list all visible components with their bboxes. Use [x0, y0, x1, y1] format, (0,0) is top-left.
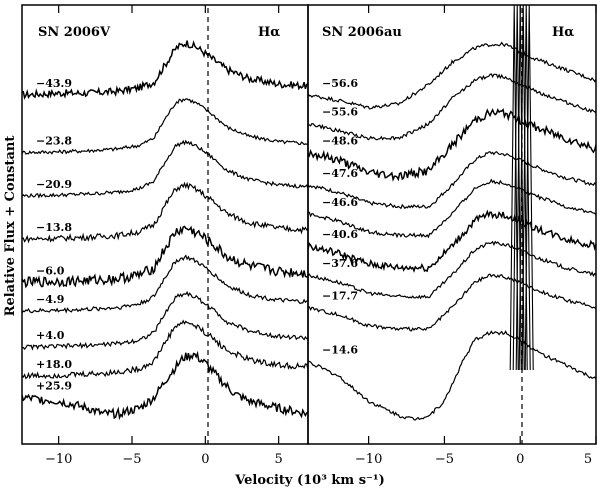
narrow-line-6 [524, 4, 534, 371]
right-epoch-label-6: −40.6 [322, 228, 358, 241]
left-epoch-label-1: −43.9 [36, 77, 72, 90]
right-epoch-label-3: −48.6 [322, 135, 358, 148]
left-tick-label-4: 5 [275, 452, 283, 467]
right-panel-frame [307, 4, 597, 445]
right-epoch-label-8: −17.7 [322, 290, 358, 303]
right-line-label: Hα [552, 25, 574, 40]
right-epoch-label-9: −14.6 [322, 344, 358, 357]
left-spectrum-8 [21, 319, 309, 380]
right-spectra: −56.6 −55.6 −48.6 −47.6 −46.6 −40.6 −37.6 −17.7… [307, 41, 597, 421]
narrow-line-2 [512, 4, 522, 371]
axis-ticks: −10 −5 0 5 −10 −5 0 5 [45, 5, 597, 467]
x-axis-label: Velocity (10³ km s⁻¹) [234, 473, 385, 488]
right-spectrum-4 [307, 150, 597, 210]
right-spectrum-8 [307, 273, 597, 332]
right-spectrum-2 [307, 73, 597, 141]
left-tick-label-3: 0 [201, 452, 209, 467]
narrow-line-4 [518, 4, 528, 371]
right-spectrum-9 [307, 330, 597, 421]
left-spectrum-3 [21, 139, 309, 199]
right-spectrum-3 [307, 108, 597, 182]
left-spectrum-5 [21, 225, 309, 289]
right-epoch-label-1: −56.6 [322, 77, 358, 90]
right-spectrum-6 [307, 209, 597, 273]
left-spectrum-6 [21, 254, 309, 314]
right-epoch-label-7: −37.6 [322, 257, 358, 270]
left-epoch-label-8: +18.0 [36, 358, 72, 371]
left-tick-label-1: −10 [45, 452, 72, 467]
left-spectrum-9 [21, 350, 309, 421]
left-epoch-label-4: −13.8 [36, 221, 72, 234]
right-tick-label-4: 5 [584, 452, 592, 467]
narrow-line-5 [521, 4, 531, 371]
left-panel-title: SN 2006V [38, 25, 111, 40]
left-line-label: Hα [258, 25, 280, 40]
right-panel-title: SN 2006au [322, 25, 402, 40]
right-epoch-label-4: −47.6 [322, 167, 358, 180]
left-tick-label-2: −5 [122, 452, 141, 467]
left-epoch-label-9: +25.9 [36, 380, 72, 393]
left-epoch-label-2: −23.8 [36, 135, 72, 148]
y-axis-label: Relative Flux + Constant [3, 136, 18, 317]
left-spectrum-1 [21, 40, 309, 100]
left-epoch-label-3: −20.9 [36, 178, 72, 191]
right-spectrum-7 [307, 240, 597, 300]
right-epoch-label-5: −46.6 [322, 196, 358, 209]
right-spectrum-5 [307, 178, 597, 239]
left-spectrum-4 [21, 181, 309, 244]
right-spectrum-1 [307, 41, 597, 110]
left-spectrum-2 [21, 98, 309, 155]
left-spectra: −43.9 −23.8 −20.9 −13.8 −6.0 −4.9 +4.0 +18.0 +25… [21, 40, 309, 421]
narrow-line-1 [509, 4, 519, 371]
right-tick-label-2: −5 [435, 452, 454, 467]
left-epoch-label-5: −6.0 [36, 264, 65, 277]
left-epoch-label-7: +4.0 [36, 329, 65, 342]
left-spectrum-7 [21, 290, 309, 351]
right-epoch-label-2: −55.6 [322, 106, 358, 119]
left-epoch-label-6: −4.9 [36, 293, 64, 306]
right-tick-label-1: −10 [355, 452, 382, 467]
right-tick-label-3: 0 [516, 452, 524, 467]
narrow-hydrogen-emission [509, 4, 534, 371]
